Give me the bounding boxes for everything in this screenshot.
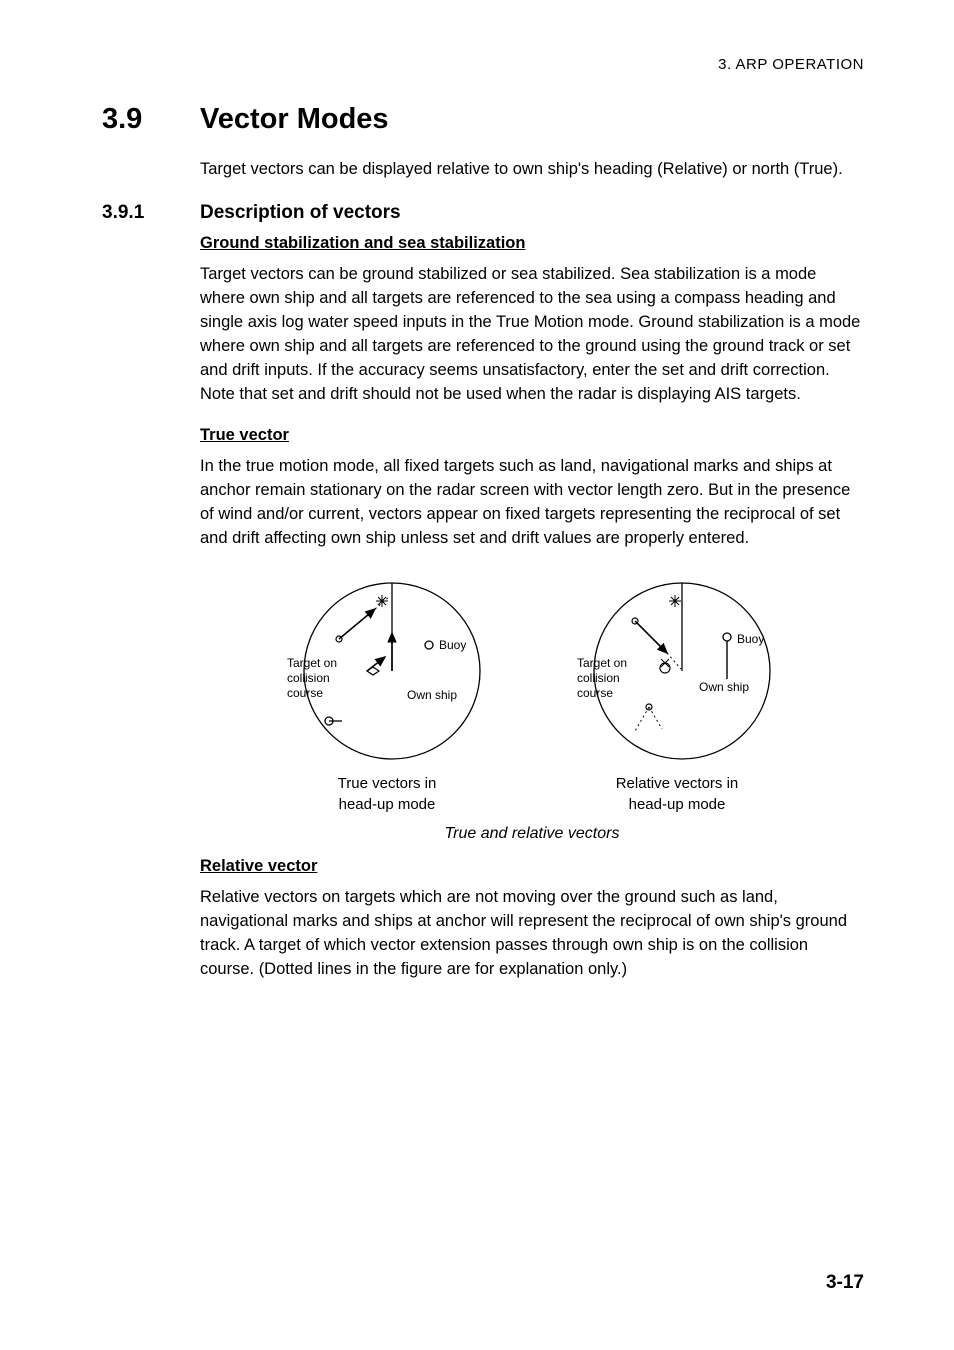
section-intro: Target vectors can be displayed relative… (200, 158, 864, 182)
diagram-relative-vectors: Buoy Own ship (557, 571, 797, 815)
label-course: course (287, 686, 323, 700)
label-target: Target on (287, 656, 337, 670)
diagram-left-caption: True vectors in head-up mode (338, 773, 437, 815)
figure-container: Buoy Own ship (200, 571, 864, 843)
caption-line: head-up mode (339, 796, 436, 813)
section-number: 3.9 (102, 103, 200, 136)
section-title: Vector Modes (200, 103, 389, 136)
label-ownship: Own ship (699, 680, 749, 694)
label-target: Target on (577, 656, 627, 670)
ground-heading: Ground stabilization and sea stabilizati… (200, 234, 864, 253)
truevec-heading: True vector (200, 426, 864, 445)
label-collision: collision (577, 671, 620, 685)
caption-line: True vectors in (338, 775, 437, 792)
relativevec-heading: Relative vector (200, 857, 864, 876)
caption-line: Relative vectors in (616, 775, 739, 792)
label-buoy: Buoy (737, 632, 764, 646)
subsection-heading: 3.9.1 Description of vectors (102, 202, 864, 224)
label-ownship: Own ship (407, 688, 457, 702)
figure-caption: True and relative vectors (445, 825, 620, 843)
true-vector-diagram: Buoy Own ship (267, 571, 507, 771)
relative-vector-diagram: Buoy Own ship (557, 571, 797, 771)
diagram-right-caption: Relative vectors in head-up mode (616, 773, 739, 815)
subsection-title: Description of vectors (200, 202, 401, 224)
label-buoy: Buoy (439, 638, 466, 652)
page-number: 3-17 (826, 1272, 864, 1294)
chapter-header: 3. ARP OPERATION (102, 56, 864, 73)
truevec-body: In the true motion mode, all fixed targe… (200, 455, 864, 551)
label-course: course (577, 686, 613, 700)
ground-body: Target vectors can be ground stabilized … (200, 263, 864, 407)
label-collision: collision (287, 671, 330, 685)
diagram-true-vectors: Buoy Own ship (267, 571, 507, 815)
subsection-number: 3.9.1 (102, 202, 200, 224)
relativevec-body: Relative vectors on targets which are no… (200, 886, 864, 982)
caption-line: head-up mode (629, 796, 726, 813)
section-heading: 3.9 Vector Modes (102, 103, 864, 136)
